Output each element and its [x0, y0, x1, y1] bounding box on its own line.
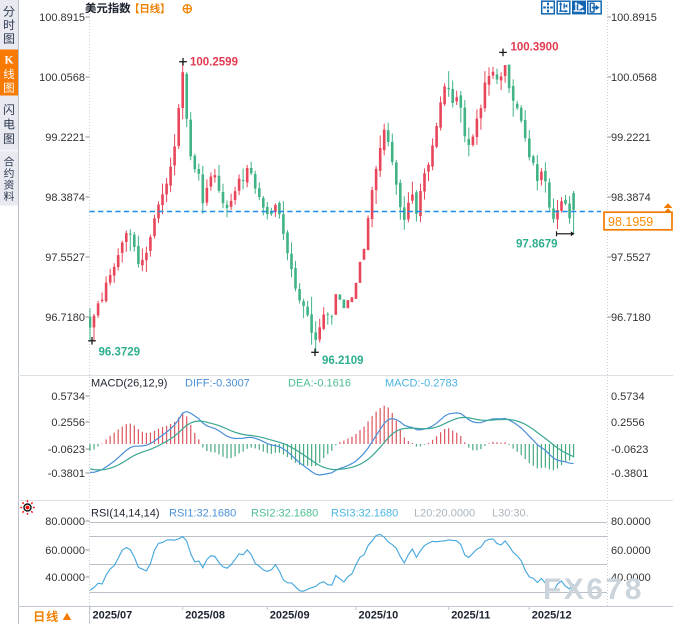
- svg-text:100.8915: 100.8915: [39, 12, 85, 24]
- svg-text:99.2221: 99.2221: [611, 132, 651, 144]
- svg-text:99.2221: 99.2221: [45, 132, 85, 144]
- svg-text:RSI1:32.1680: RSI1:32.1680: [169, 508, 236, 520]
- svg-text:60.0000: 60.0000: [45, 545, 85, 557]
- svg-text:-0.3801: -0.3801: [48, 468, 85, 480]
- svg-text:RSI3:32.1680: RSI3:32.1680: [331, 508, 398, 520]
- svg-text:96.2109: 96.2109: [322, 355, 364, 367]
- svg-text:FX678: FX678: [543, 573, 644, 606]
- svg-text:40.0000: 40.0000: [611, 572, 651, 584]
- svg-text:2025/11: 2025/11: [451, 610, 490, 622]
- svg-text:96.7180: 96.7180: [611, 312, 651, 324]
- svg-text:L20:20.0000: L20:20.0000: [414, 508, 475, 520]
- svg-text:DEA:-0.1616: DEA:-0.1616: [288, 378, 351, 390]
- svg-text:100.8915: 100.8915: [611, 12, 657, 24]
- svg-text:MACD:-0.2783: MACD:-0.2783: [385, 378, 458, 390]
- svg-text:0.5734: 0.5734: [51, 391, 85, 403]
- svg-text:-0.3801: -0.3801: [611, 468, 648, 480]
- svg-text:0.2556: 0.2556: [611, 417, 645, 429]
- svg-text:100.3900: 100.3900: [511, 42, 559, 54]
- svg-text:97.8679: 97.8679: [516, 238, 558, 250]
- svg-text:97.5527: 97.5527: [45, 252, 85, 264]
- svg-text:0.5734: 0.5734: [611, 391, 645, 403]
- svg-text:K: K: [5, 55, 14, 67]
- svg-text:80.0000: 80.0000: [611, 516, 651, 528]
- svg-text:2025/10: 2025/10: [359, 610, 399, 622]
- svg-text:100.2599: 100.2599: [190, 56, 238, 68]
- svg-text:RSI(14,14,14): RSI(14,14,14): [91, 508, 159, 520]
- svg-text:-0.0623: -0.0623: [48, 444, 85, 456]
- svg-text:RSI2:32.1680: RSI2:32.1680: [251, 508, 318, 520]
- svg-text:-0.0623: -0.0623: [611, 444, 648, 456]
- svg-text:80.0000: 80.0000: [45, 516, 85, 528]
- svg-text:0.2556: 0.2556: [51, 417, 85, 429]
- svg-text:97.5527: 97.5527: [611, 252, 651, 264]
- svg-text:2025/08: 2025/08: [185, 610, 225, 622]
- svg-text:40.0000: 40.0000: [45, 572, 85, 584]
- svg-text:96.3729: 96.3729: [99, 346, 141, 358]
- svg-text:2025/09: 2025/09: [270, 610, 310, 622]
- svg-text:98.3874: 98.3874: [45, 192, 85, 204]
- svg-text:98.1959: 98.1959: [608, 215, 653, 229]
- svg-text:DIFF:-0.3007: DIFF:-0.3007: [185, 378, 250, 390]
- svg-text:L30:30.: L30:30.: [492, 508, 529, 520]
- svg-text:100.0568: 100.0568: [39, 72, 85, 84]
- svg-text:96.7180: 96.7180: [45, 312, 85, 324]
- svg-text:MACD(26,12,9): MACD(26,12,9): [91, 378, 167, 390]
- svg-text:2025/12: 2025/12: [532, 610, 572, 622]
- svg-text:2025/07: 2025/07: [93, 610, 133, 622]
- svg-text:60.0000: 60.0000: [611, 545, 651, 557]
- svg-text:100.0568: 100.0568: [611, 72, 657, 84]
- svg-text:98.3874: 98.3874: [611, 192, 651, 204]
